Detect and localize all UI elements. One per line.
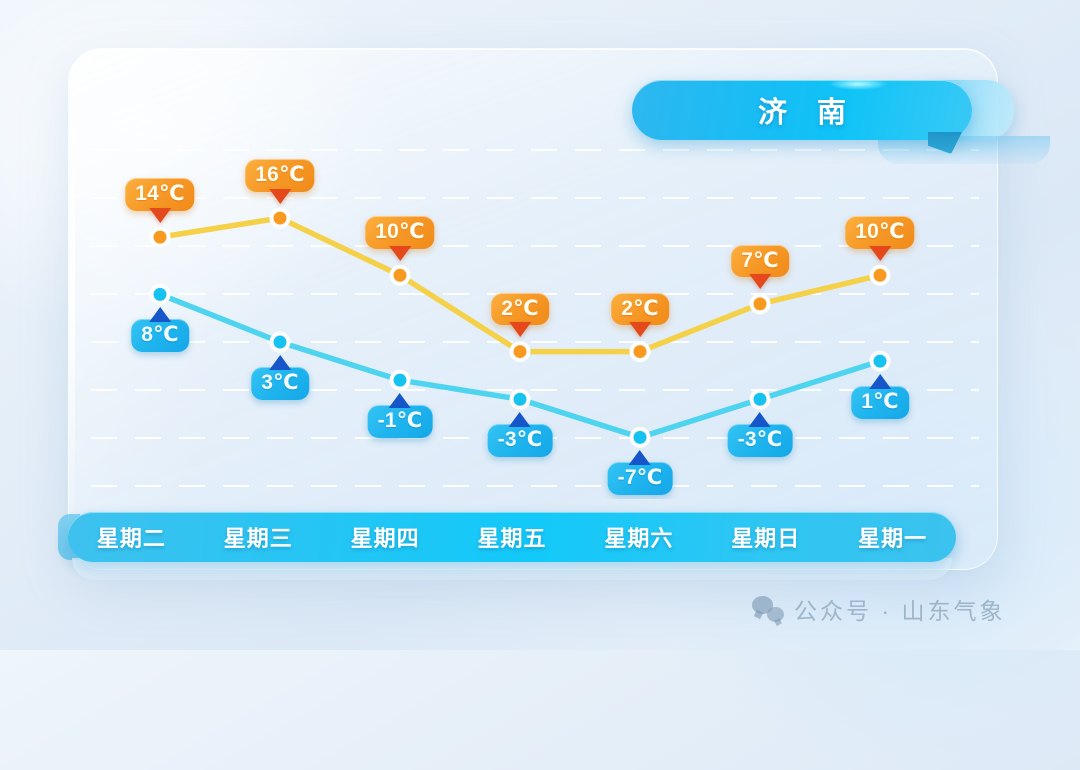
low-temp-badge-0[interactable]: 8℃ xyxy=(131,307,189,352)
weekday-bar: 星期二 星期三 星期四 星期五 星期六 星期日 星期一 xyxy=(68,512,956,562)
gridline-4 xyxy=(91,341,979,343)
high-temp-badge-1[interactable]: 16℃ xyxy=(245,159,315,204)
data-point-1-0[interactable] xyxy=(153,287,167,301)
ribbon-glint xyxy=(828,78,888,90)
badge-label: 16℃ xyxy=(245,159,315,204)
gridline-1 xyxy=(91,197,979,199)
low-temp-badge-4[interactable]: -7℃ xyxy=(607,450,673,495)
low-temp-badge-1[interactable]: 3℃ xyxy=(251,355,309,400)
gridline-7 xyxy=(91,485,979,487)
ribbon-shadow xyxy=(878,136,1050,164)
ribbon-body xyxy=(632,80,972,140)
data-point-1-6[interactable] xyxy=(873,354,887,368)
badge-label: 2℃ xyxy=(611,292,669,338)
badge-label: 14℃ xyxy=(125,178,195,223)
wechat-icon xyxy=(752,596,784,622)
badge-pointer-icon xyxy=(268,188,291,204)
ribbon-fold xyxy=(928,132,962,154)
badge-pointer-icon xyxy=(508,412,531,428)
weekday-label-5: 星期日 xyxy=(731,526,801,551)
badge-pointer-icon xyxy=(148,207,171,223)
gridline-5 xyxy=(91,389,979,391)
high-temp-badge-3[interactable]: 2℃ xyxy=(491,292,549,338)
city-title-ribbon: 济 南 xyxy=(632,78,1050,164)
badge-label: -1℃ xyxy=(367,393,433,438)
badge-pointer-icon xyxy=(748,274,771,290)
data-point-1-1[interactable] xyxy=(273,335,287,349)
badge-label: 7℃ xyxy=(731,244,789,290)
high-temp-badge-5[interactable]: 7℃ xyxy=(731,244,789,290)
badge-pointer-icon xyxy=(628,322,651,338)
low-temp-badge-6[interactable]: 1℃ xyxy=(851,374,909,419)
weekday-label-1: 星期三 xyxy=(223,526,293,551)
badge-pointer-icon xyxy=(388,245,411,261)
card-edge-highlight xyxy=(69,69,75,539)
weekday-label-6: 星期一 xyxy=(858,526,928,551)
badge-label: 3℃ xyxy=(251,355,309,400)
badge-label: 1℃ xyxy=(851,374,909,419)
badge-label: 8℃ xyxy=(131,307,189,352)
gridline-0 xyxy=(91,149,979,151)
temperature-chart: 14℃ 16℃ 10℃ 2℃ 2℃ 7℃ 10℃ 8℃ 3℃ -1℃ -3℃ -7℃ -3℃ 1℃ xyxy=(69,49,997,499)
badge-label: 2℃ xyxy=(491,292,549,338)
watermark: 公众号 · 山东气象 xyxy=(752,592,1005,626)
low-temp-badge-2[interactable]: -1℃ xyxy=(367,393,433,438)
low-temp-badge-3[interactable]: -3℃ xyxy=(487,412,553,457)
card-bottom-lip xyxy=(72,558,952,580)
high-temp-badge-6[interactable]: 10℃ xyxy=(845,216,915,261)
badge-pointer-icon xyxy=(748,412,771,428)
weekday-label-0: 星期二 xyxy=(96,526,166,551)
badge-pointer-icon xyxy=(868,374,891,390)
badge-pointer-icon xyxy=(148,307,171,323)
weekday-label-2: 星期四 xyxy=(350,526,420,551)
data-point-0-4[interactable] xyxy=(633,345,647,359)
data-point-1-2[interactable] xyxy=(393,373,407,387)
badge-pointer-icon xyxy=(388,393,411,409)
badge-pointer-icon xyxy=(508,322,531,338)
high-temp-badge-2[interactable]: 10℃ xyxy=(365,216,435,261)
badge-label: 10℃ xyxy=(845,216,915,261)
data-point-0-6[interactable] xyxy=(873,268,887,282)
page-title: 济 南 xyxy=(757,97,858,129)
badge-pointer-icon xyxy=(268,355,291,371)
chart-lines xyxy=(149,207,891,448)
badge-pointer-icon xyxy=(628,450,651,466)
data-point-1-3[interactable] xyxy=(513,392,527,406)
low-temp-badge-5[interactable]: -3℃ xyxy=(727,412,793,457)
weekday-label-3: 星期五 xyxy=(477,526,547,551)
badge-pointer-icon xyxy=(868,245,891,261)
data-point-0-1[interactable] xyxy=(273,211,287,225)
data-point-1-5[interactable] xyxy=(753,392,767,406)
gridline-2 xyxy=(91,245,979,247)
high-temp-badge-4[interactable]: 2℃ xyxy=(611,292,669,338)
badge-label: -7℃ xyxy=(607,450,673,495)
weekday-label-4: 星期六 xyxy=(604,526,674,551)
watermark-text: 公众号 · 山东气象 xyxy=(794,598,1006,624)
badge-label: 10℃ xyxy=(365,216,435,261)
badge-label: -3℃ xyxy=(727,412,793,457)
data-point-0-2[interactable] xyxy=(393,268,407,282)
data-point-0-0[interactable] xyxy=(153,230,167,244)
data-point-1-4[interactable] xyxy=(633,430,647,444)
data-point-0-5[interactable] xyxy=(753,297,767,311)
data-point-0-3[interactable] xyxy=(513,345,527,359)
badge-label: -3℃ xyxy=(487,412,553,457)
high-temp-badge-0[interactable]: 14℃ xyxy=(125,178,195,223)
